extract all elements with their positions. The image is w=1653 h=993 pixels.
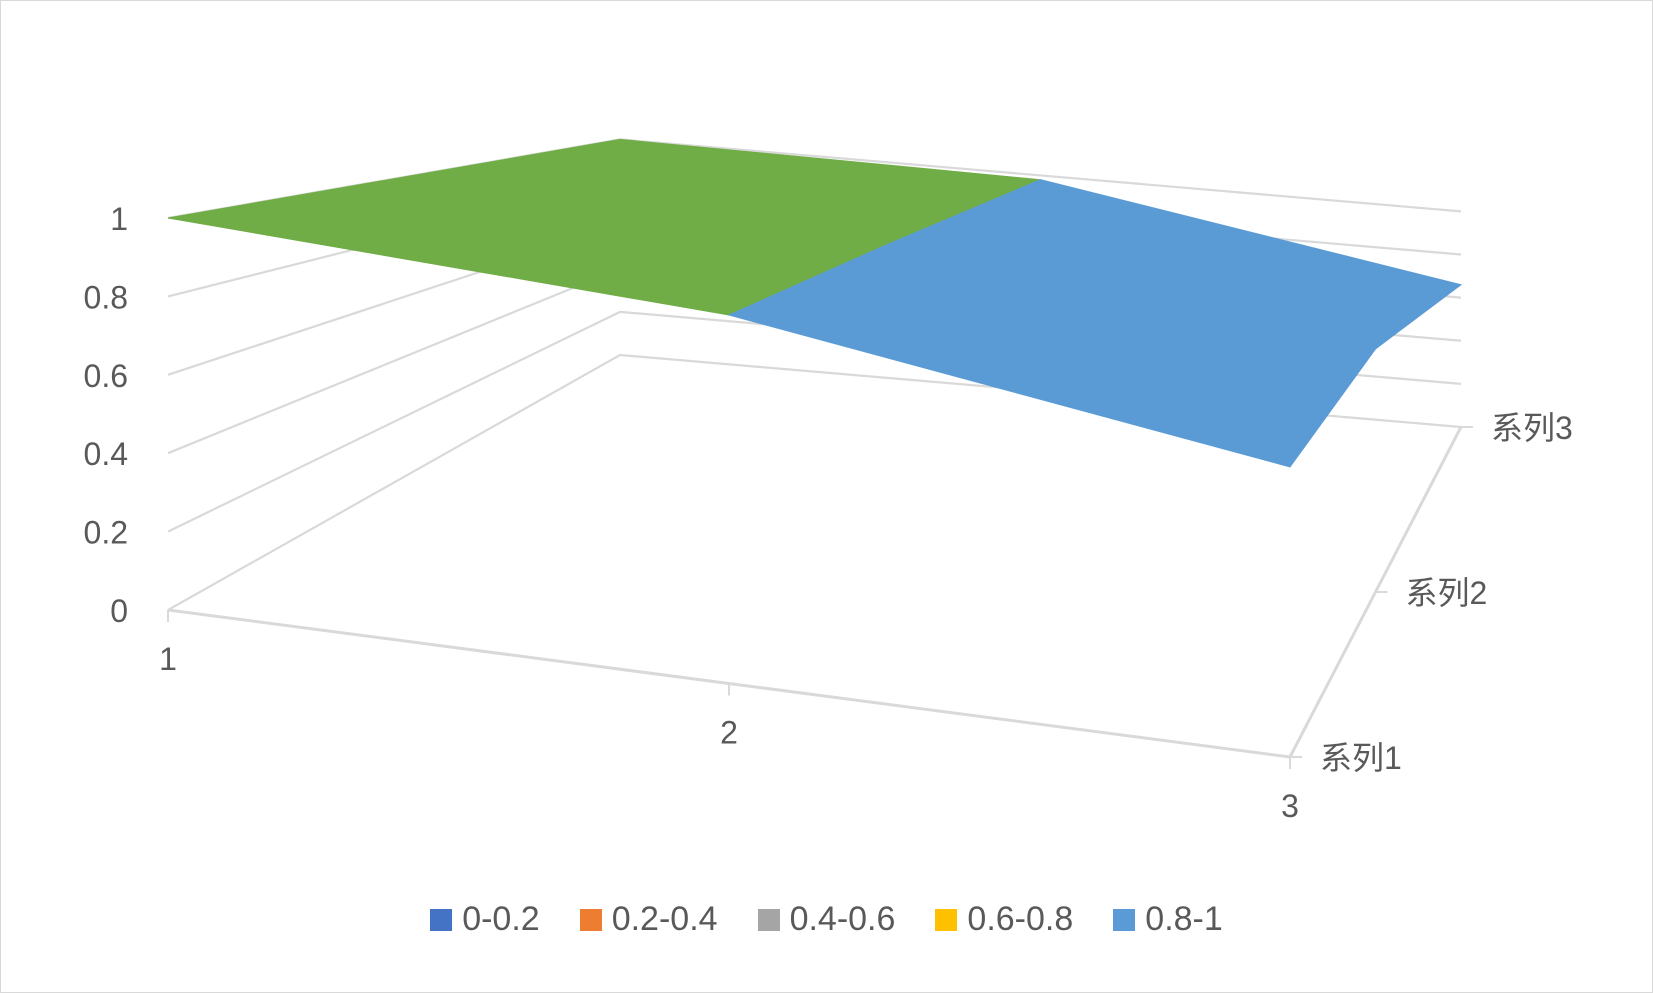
x-tick-label: 1 [159, 641, 177, 677]
surface-patch [727, 245, 1377, 468]
legend-label: 0-0.2 [462, 900, 540, 938]
x-tick-label: 2 [720, 715, 738, 751]
legend-swatch [935, 908, 958, 931]
legend-item: 0.2-0.4 [579, 900, 718, 939]
z-tick-label: 0.8 [84, 279, 128, 315]
legend-swatch [430, 908, 453, 931]
legend-item: 0-0.2 [430, 900, 540, 939]
z-tick-label: 0.4 [84, 436, 128, 472]
legend-swatch [1113, 908, 1136, 931]
legend-label: 0.8-1 [1145, 900, 1223, 938]
legend-label: 0.6-0.8 [967, 900, 1074, 938]
chart-legend: 0-0.2 0.2-0.4 0.4-0.6 0.6-0.8 0.8-1 [0, 900, 1653, 939]
legend-swatch [757, 908, 780, 931]
legend-label: 0.2-0.4 [611, 900, 718, 938]
chart-surface [167, 138, 1463, 468]
z-tick-label: 0 [110, 593, 128, 629]
series-tick-label: 系列1 [1320, 740, 1402, 776]
z-tick-label: 1 [110, 201, 128, 237]
legend-item: 0.8-1 [1113, 900, 1223, 939]
z-tick-label: 0.2 [84, 515, 128, 551]
x-tick-label: 3 [1281, 788, 1299, 824]
z-tick-label: 0.6 [84, 358, 128, 394]
legend-label: 0.4-0.6 [789, 900, 896, 938]
legend-swatch [579, 908, 602, 931]
legend-item: 0.4-0.6 [757, 900, 896, 939]
series-tick-label: 系列3 [1491, 410, 1573, 446]
chart-labels: 0 0.2 0.4 0.6 0.8 1 1 2 3 系列1 系列2 系列3 [84, 201, 1573, 824]
series-tick-label: 系列2 [1406, 575, 1488, 611]
legend-item: 0.6-0.8 [935, 900, 1073, 939]
